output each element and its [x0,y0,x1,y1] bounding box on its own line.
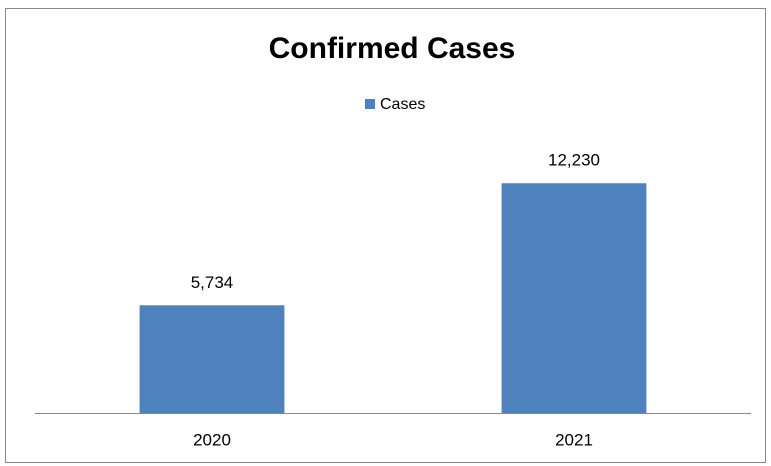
x-tick-label: 2020 [193,430,231,449]
chart-border [5,8,766,463]
bar [139,305,285,413]
x-tick-label: 2021 [555,430,593,449]
bar [501,183,647,413]
legend-label: Cases [380,96,425,113]
value-label: 12,230 [548,151,600,170]
chart-title: Confirmed Cases [269,32,516,65]
value-label: 5,734 [191,273,234,292]
legend-swatch [365,99,375,109]
